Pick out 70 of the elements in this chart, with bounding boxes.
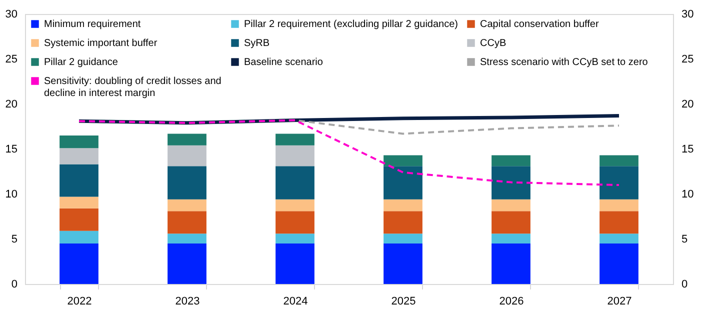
- bar: [276, 244, 314, 284]
- bar: [384, 234, 422, 244]
- bar: [600, 166, 638, 200]
- legend-label: Minimum requirement: [44, 19, 141, 30]
- legend-label: Stress scenario with CCyB set to zero: [480, 57, 648, 68]
- line-series: [78, 119, 620, 186]
- bar: [60, 208, 98, 231]
- y2-tick-label: 0: [682, 278, 688, 290]
- legend-label: Pillar 2 guidance: [44, 57, 118, 68]
- legend-label: Pillar 2 requirement (excluding pillar 2 guidance): [244, 19, 458, 30]
- x-tick-label: 2025: [391, 296, 416, 308]
- y-tick-label: 30: [5, 8, 18, 20]
- y-tick-label: 5: [11, 234, 18, 246]
- bar: [60, 196, 98, 208]
- bar: [384, 166, 422, 200]
- bar: [168, 166, 206, 200]
- legend-label: Sensitivity: doubling of credit losses and decline in interest margin: [44, 76, 222, 99]
- bar: [276, 199, 314, 212]
- bar: [600, 244, 638, 284]
- bar: [492, 199, 530, 212]
- y2-tick-label: 20: [682, 98, 694, 110]
- bar: [276, 234, 314, 244]
- bar: [276, 145, 314, 166]
- bar: [276, 166, 314, 200]
- y2-tick-label: 25: [682, 54, 694, 66]
- bar: [60, 230, 98, 244]
- bar: [600, 211, 638, 234]
- bar: [600, 155, 638, 166]
- y-tick-label: 25: [5, 54, 18, 66]
- bar: [492, 234, 530, 244]
- y2-tick-label: 15: [682, 144, 694, 156]
- bar: [168, 244, 206, 284]
- x-tick-label: 2024: [283, 296, 308, 308]
- y2-tick-label: 10: [682, 188, 694, 200]
- y-tick-label: 10: [5, 188, 18, 200]
- bar: [492, 166, 530, 200]
- bar: [384, 211, 422, 234]
- x-tick-label: 2026: [499, 296, 524, 308]
- x-tick-label: 2023: [175, 296, 200, 308]
- legend-label: Capital conservation buffer: [480, 19, 600, 30]
- bar: [60, 136, 98, 148]
- y2-tick-label: 5: [682, 234, 688, 246]
- bar: [492, 244, 530, 284]
- bar: [492, 211, 530, 234]
- x-tick-label: 2027: [607, 296, 632, 308]
- bar: [276, 134, 314, 146]
- bar: [60, 164, 98, 197]
- bar: [168, 199, 206, 212]
- bar: [60, 244, 98, 284]
- y-tick-label: 20: [5, 98, 18, 110]
- y-tick-label: 0: [11, 278, 18, 290]
- bar: [492, 155, 530, 166]
- bar: [168, 234, 206, 244]
- y2-tick-label: 30: [682, 8, 694, 20]
- bar: [60, 148, 98, 164]
- y-tick-label: 15: [5, 144, 18, 156]
- bar: [168, 211, 206, 234]
- bar: [600, 199, 638, 212]
- bar: [276, 211, 314, 234]
- legend-label: Systemic important buffer: [44, 38, 158, 49]
- bar: [384, 155, 422, 166]
- legend-label: CCyB: [480, 38, 506, 49]
- bar: [384, 244, 422, 284]
- x-tick-label: 2022: [67, 296, 92, 308]
- bar: [384, 199, 422, 212]
- bar: [168, 134, 206, 146]
- bar: [168, 145, 206, 166]
- bar: [600, 234, 638, 244]
- legend-label: SyRB: [244, 38, 270, 49]
- legend-label: Baseline scenario: [244, 57, 324, 68]
